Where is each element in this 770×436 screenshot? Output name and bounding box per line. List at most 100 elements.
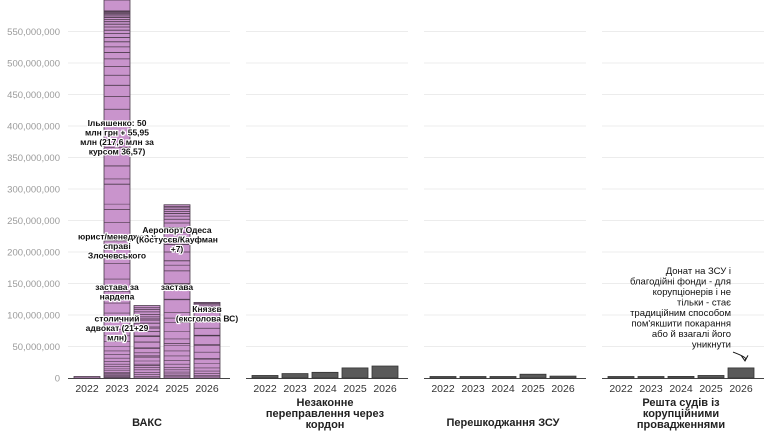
annotation-line: Ільяшенко: 50 [88, 118, 147, 128]
annotation-line: нардепа [100, 291, 135, 301]
annotation-line: юрист/менеджер у [78, 231, 156, 241]
x-tick-label: 2026 [373, 383, 397, 395]
annotation-line: млн) [107, 332, 127, 342]
annotation-line: корупціонерів і не [653, 287, 731, 298]
x-tick-label: 2026 [551, 383, 575, 395]
y-tick-label: 400,000,000 [7, 122, 60, 133]
y-tick-label: 550,000,000 [7, 27, 60, 38]
y-tick-label: 500,000,000 [7, 59, 60, 70]
y-tick-label: 150,000,000 [7, 279, 60, 290]
annotation-arrowhead [741, 355, 749, 362]
bar [489, 376, 517, 379]
bar [193, 301, 221, 379]
bar [519, 373, 547, 379]
bar [341, 367, 369, 379]
bar [459, 376, 487, 379]
annotation-line: адвокат (21+29 [86, 323, 149, 333]
panel-title: Перешкоджання ЗСУ [446, 417, 559, 429]
annotation: столичний адвокат (21+29 млн) [86, 313, 149, 342]
bar [727, 367, 755, 379]
x-tick-label: 2022 [253, 383, 277, 395]
y-axis: 0 50,000,000 100,000,000 150,000,000 200,000… [7, 27, 764, 385]
x-tick-label: 2026 [729, 383, 753, 395]
annotation: Аеропорт Одеса (Костусєв/Кауфман +7) [136, 225, 218, 254]
annotation-line: +7) [171, 244, 184, 254]
annotation: застава за нардепа [95, 282, 139, 302]
panel-4: 2022 2023 2024 2025 2026 Решта судів із корупц… [602, 367, 764, 431]
panel-title-line: Незаконне [297, 397, 354, 409]
y-tick-label: 200,000,000 [7, 248, 60, 259]
annotation-line: Злочевського [88, 250, 146, 260]
bar [251, 375, 279, 379]
x-tick-label: 2024 [491, 383, 515, 395]
annotation-line: Князєв [192, 304, 221, 314]
bar [637, 376, 665, 379]
annotation-line: уникнути [692, 340, 731, 351]
bar [697, 375, 725, 379]
panel-title-line: провадженнями [637, 419, 725, 431]
annotation-line: застава [161, 282, 194, 292]
panel-title-line: Решта судів із [642, 397, 720, 409]
bar [103, 0, 131, 379]
bar [429, 376, 457, 379]
panel-title-line: кордон [306, 419, 345, 431]
panel-2: 2022 2023 2024 2025 2026 Незаконне переправлен… [246, 365, 408, 431]
y-tick-label: 350,000,000 [7, 153, 60, 164]
x-tick-label: 2023 [461, 383, 485, 395]
annotation-line: (Костусєв/Кауфман [136, 235, 218, 245]
annotation-line: млн грн + 55,95 [85, 128, 149, 138]
x-tick-label: 2022 [75, 383, 99, 395]
y-tick-label: 100,000,000 [7, 311, 60, 322]
bar [607, 376, 635, 379]
panel-title: Решта судів із корупційними провадженнями [637, 397, 725, 431]
panel-title-line: ВАКС [132, 417, 162, 429]
bar [281, 373, 309, 379]
y-tick-label: 250,000,000 [7, 216, 60, 227]
x-tick-label: 2025 [699, 383, 723, 395]
annotation: Ільяшенко: 50 млн грн + 55,95 млн (217,6 м… [80, 118, 154, 157]
annotation: юрист/менеджер у справі Злочевського [78, 231, 156, 260]
x-tick-label: 2025 [521, 383, 545, 395]
x-tick-label: 2025 [343, 383, 367, 395]
x-tick-label: 2026 [195, 383, 219, 395]
annotation-line: справі [103, 241, 130, 251]
panel-title-line: корупційними [643, 408, 719, 420]
annotation-line: застава за [95, 282, 139, 292]
x-tick-label: 2025 [165, 383, 189, 395]
annotation-line: Аеропорт Одеса [142, 225, 211, 235]
bar [163, 204, 191, 379]
panel-1: 2022 2023 2024 2025 2026 ВАКС [68, 0, 230, 429]
x-tick-label: 2022 [609, 383, 633, 395]
annotation-line: благодійні фонди - для [630, 277, 731, 288]
bar [667, 376, 695, 379]
bar [311, 371, 339, 379]
annotation-line: або й взагалі його [652, 329, 731, 340]
x-tick-label: 2022 [431, 383, 455, 395]
y-tick-label: 50,000,000 [12, 342, 60, 353]
x-tick-label: 2023 [283, 383, 307, 395]
annotation-line: пом'якшити покарання [631, 319, 731, 330]
panel-title-line: Перешкоджання ЗСУ [446, 417, 559, 429]
annotation-line: тільки - стає [677, 298, 731, 309]
panel-3: 2022 2023 2024 2025 2026 Перешкоджання ЗСУ [424, 373, 586, 429]
y-tick-label: 0 [55, 374, 60, 385]
annotation-line: традиційним способом [630, 308, 731, 319]
panel-title-line: переправлення через [266, 408, 385, 420]
bar [73, 376, 101, 379]
x-tick-label: 2023 [105, 383, 129, 395]
x-tick-label: 2023 [639, 383, 663, 395]
bar [549, 375, 577, 379]
panel-title: Незаконне переправлення через кордон [266, 397, 385, 431]
y-tick-label: 300,000,000 [7, 185, 60, 196]
annotation: застава [161, 282, 194, 292]
x-tick-label: 2024 [669, 383, 693, 395]
annotation-line: столичний [95, 313, 140, 323]
annotation-line: млн (217,6 млн за [80, 137, 154, 147]
panel-title: ВАКС [132, 417, 162, 429]
y-tick-label: 450,000,000 [7, 90, 60, 101]
x-tick-label: 2024 [135, 383, 159, 395]
annotation-line: Донат на ЗСУ і [666, 266, 731, 277]
annotation-line: курсом 36,57) [89, 147, 146, 157]
